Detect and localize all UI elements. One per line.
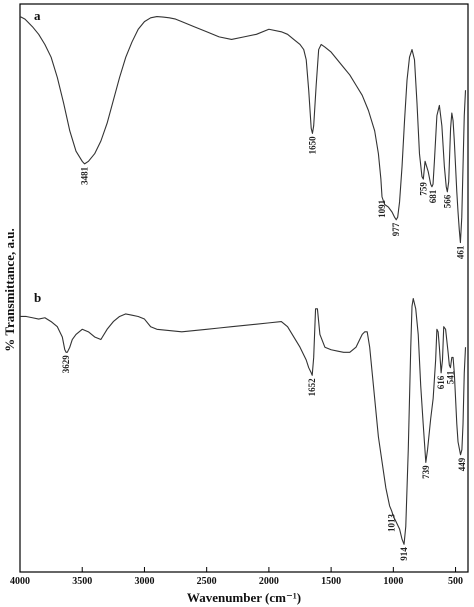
plot-frame xyxy=(19,3,469,573)
y-axis-title: % Transmittance, a.u. xyxy=(2,228,17,351)
peak-label-b-1013: 1013 xyxy=(387,514,397,533)
series-group xyxy=(19,15,467,545)
x-tick-label-1500: 1500 xyxy=(321,576,341,587)
peak-label-a-759: 759 xyxy=(418,182,428,196)
peak-label-b-616: 616 xyxy=(436,375,446,389)
x-tick-label-3500: 3500 xyxy=(72,576,92,587)
peak-label-b-914: 914 xyxy=(399,547,409,561)
peak-label-a-566: 566 xyxy=(442,194,452,208)
peak-label-b-739: 739 xyxy=(421,465,431,479)
x-axis-tick-labels: 4000 3500 3000 2500 2000 1500 1000 500 xyxy=(10,576,463,587)
panel-label-b: b xyxy=(34,290,41,305)
spectrum-line-b xyxy=(20,298,467,545)
x-tick-label-1000: 1000 xyxy=(383,576,403,587)
peak-label-a-977: 977 xyxy=(391,222,401,236)
peak-label-a-1650: 1650 xyxy=(307,136,317,155)
peak-label-a-461: 461 xyxy=(455,245,465,259)
x-axis-title: Wavenumber (cm⁻¹) xyxy=(187,590,301,605)
peak-label-b-3629: 3629 xyxy=(61,355,71,374)
x-tick-label-500: 500 xyxy=(448,576,463,587)
peak-label-b-1652: 1652 xyxy=(307,378,317,397)
panel-label-a: a xyxy=(34,8,41,23)
peak-label-b-449: 449 xyxy=(457,457,467,471)
peak-label-a-3481: 3481 xyxy=(80,166,90,185)
x-tick-label-2000: 2000 xyxy=(259,576,279,587)
peak-label-b-541: 541 xyxy=(446,370,456,384)
peak-label-a-681: 681 xyxy=(428,189,438,203)
spectrum-line-a xyxy=(19,15,467,244)
x-tick-label-3000: 3000 xyxy=(134,576,154,587)
x-tick-label-2500: 2500 xyxy=(197,576,217,587)
peak-label-a-1091: 1091 xyxy=(377,199,387,218)
x-axis-ticks xyxy=(19,567,457,572)
x-tick-label-4000: 4000 xyxy=(10,576,30,587)
